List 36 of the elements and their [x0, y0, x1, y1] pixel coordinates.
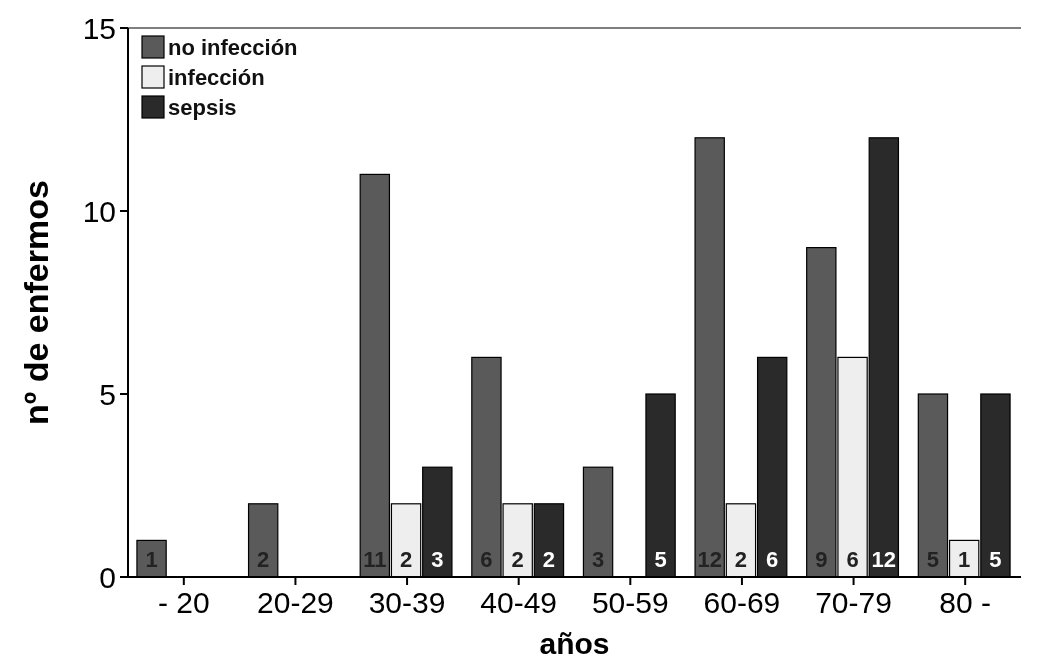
data-label: 2 — [734, 547, 748, 572]
data-label: 12 — [871, 547, 897, 572]
data-label: 1 — [958, 547, 971, 572]
y-tick-label: 10 — [82, 194, 116, 228]
data-label: 2 — [257, 547, 270, 572]
x-tick-label: 30-39 — [368, 586, 446, 619]
x-axis-title: años — [539, 627, 610, 660]
legend-label: infección — [168, 65, 265, 90]
x-tick-label: - 20 — [157, 586, 210, 619]
data-label: 2 — [399, 547, 413, 572]
data-label: 2 — [542, 547, 556, 572]
legend-label: sepsis — [168, 95, 237, 120]
x-tick-label: 40-49 — [480, 586, 558, 619]
x-tick-label: 80 - — [939, 586, 992, 619]
data-label: 5 — [926, 547, 940, 572]
data-label: 5 — [654, 547, 667, 572]
x-tick-label: 20-29 — [257, 586, 334, 619]
x-tick-label: 60-69 — [703, 586, 781, 619]
data-label: 9 — [815, 547, 828, 572]
data-label: 1 — [145, 547, 158, 572]
x-tick-label: 70-79 — [815, 586, 892, 619]
data-label: 5 — [989, 547, 1002, 572]
legend-label: no infección — [168, 35, 298, 60]
y-tick-label: 0 — [99, 560, 116, 594]
y-tick-label: 15 — [82, 11, 116, 45]
x-tick-label: 50-59 — [591, 586, 669, 619]
data-label: 11 — [363, 547, 387, 572]
data-label: 6 — [766, 547, 779, 572]
data-label: 2 — [511, 547, 524, 572]
data-label: 3 — [591, 547, 605, 572]
data-label: 3 — [431, 547, 444, 572]
y-axis-title: nº de enfermos — [17, 180, 55, 425]
data-label: 12 — [697, 547, 722, 572]
data-label: 6 — [846, 547, 859, 572]
y-tick-label: 5 — [99, 377, 116, 411]
data-label: 6 — [480, 547, 493, 572]
